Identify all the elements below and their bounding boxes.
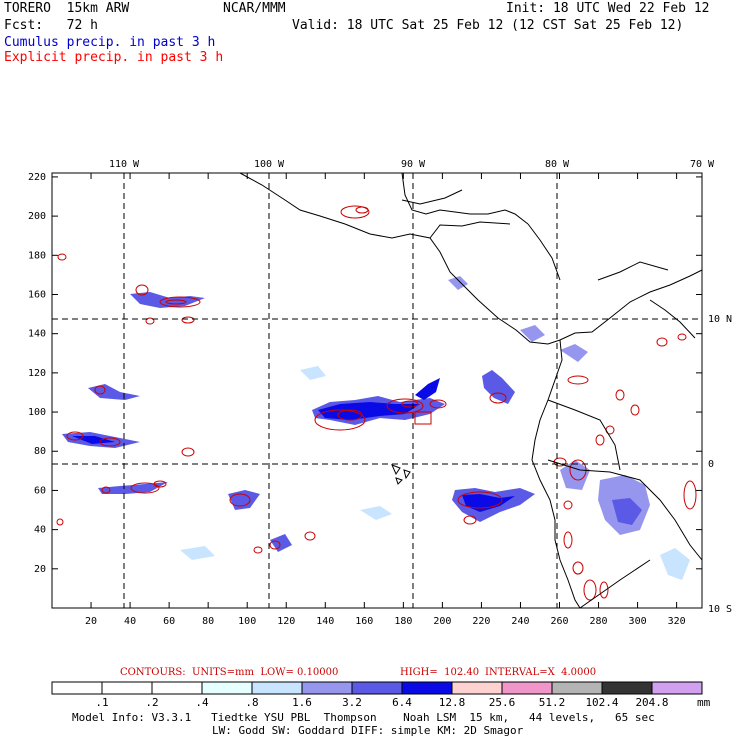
field-cumulus: Cumulus precip. in past 3 h	[4, 35, 216, 50]
colorbar-swatch	[501, 681, 553, 695]
map-frame	[51, 172, 703, 609]
longitude-label: 100 W	[254, 159, 285, 170]
contour-units: CONTOURS: UNITS=mm LOW= 0.10000	[120, 667, 339, 678]
init-time: Init: 18 UTC Wed 22 Feb 12	[506, 1, 710, 16]
latitude-label: 10 S	[708, 604, 732, 615]
colorbar-swatch	[351, 681, 403, 695]
forecast-hour: Fcst: 72 h	[4, 18, 98, 33]
contour-interval: INTERVAL=X 4.0000	[485, 667, 597, 678]
colorbar-swatch	[301, 681, 353, 695]
colorbar-swatch	[401, 681, 453, 695]
colorbar-swatch	[451, 681, 503, 695]
x-tick-label: 280	[590, 616, 608, 627]
y-tick-label: 160	[28, 289, 46, 300]
x-tick-label: 140	[316, 616, 334, 627]
model-title: TORERO 15km ARW	[4, 1, 130, 16]
colorbar-label: 1.6	[292, 696, 312, 709]
y-tick-label: 40	[34, 525, 46, 536]
colorbar-unit: mm	[697, 696, 711, 709]
colorbar-swatch	[251, 681, 303, 695]
colorbar-swatch	[101, 681, 153, 695]
x-tick-label: 300	[629, 616, 647, 627]
y-tick-label: 200	[28, 211, 46, 222]
contour-high: HIGH= 102.40	[400, 667, 480, 678]
x-tick-label: 20	[85, 616, 97, 627]
colorbar-label: 3.2	[342, 696, 362, 709]
colorbar-swatch	[151, 681, 203, 695]
colorbar-label: 12.8	[438, 696, 466, 709]
valid-time: Valid: 18 UTC Sat 25 Feb 12 (12 CST Sat …	[292, 18, 684, 33]
colorbar-swatch	[551, 681, 603, 695]
colorbar-swatch	[201, 681, 253, 695]
colorbar-label: .8	[245, 696, 259, 709]
lat-lon-grid	[52, 173, 702, 608]
colorbar-label: 204.8	[635, 696, 669, 709]
y-tick-label: 220	[28, 172, 46, 183]
longitude-label: 80 W	[545, 159, 570, 170]
colorbar-label: .1	[95, 696, 109, 709]
coastlines	[239, 172, 703, 609]
colorbar-label: 6.4	[392, 696, 412, 709]
x-tick-label: 180	[394, 616, 412, 627]
y-tick-label: 120	[28, 368, 46, 379]
y-tick-label: 60	[34, 485, 46, 496]
y-tick-label: 100	[28, 407, 46, 418]
x-tick-label: 60	[163, 616, 175, 627]
latitude-label: 10 N	[708, 314, 732, 325]
longitude-label: 110 W	[109, 159, 140, 170]
x-tick-label: 240	[511, 616, 529, 627]
field-explicit: Explicit precip. in past 3 h	[4, 50, 224, 65]
colorbar-swatch	[601, 681, 653, 695]
x-axis-ticks: 20 40 60 80 100 120 140 160 180 200 220 240 260 280 30…	[85, 173, 686, 627]
colorbar-label: .4	[195, 696, 209, 709]
cumulus-precip-areas	[62, 276, 690, 580]
x-tick-label: 40	[124, 616, 136, 627]
y-tick-label: 140	[28, 329, 46, 340]
colorbar-swatch	[651, 681, 703, 695]
x-tick-label: 320	[668, 616, 686, 627]
y-axis-ticks: 20 40 60 80 100 120 140 160 180 200 220	[28, 172, 702, 575]
y-tick-label: 180	[28, 250, 46, 261]
latitude-label: 0	[708, 459, 714, 470]
colorbar-label: 51.2	[538, 696, 566, 709]
x-tick-label: 260	[550, 616, 568, 627]
colorbar-label: 102.4	[585, 696, 619, 709]
x-tick-label: 220	[472, 616, 490, 627]
organization: NCAR/MMM	[223, 1, 286, 16]
longitude-labels: 110 W 100 W 90 W 80 W 70 W	[109, 159, 715, 170]
longitude-label: 90 W	[401, 159, 426, 170]
latitude-labels: 10 N 0 10 S	[708, 314, 732, 615]
x-tick-label: 160	[355, 616, 373, 627]
x-tick-label: 200	[433, 616, 451, 627]
colorbar-label: .2	[145, 696, 159, 709]
y-tick-label: 20	[34, 564, 46, 575]
model-info: Model Info: V3.3.1 Tiedtke YSU PBL Thomp…	[72, 711, 655, 724]
colorbar	[51, 681, 703, 695]
x-tick-label: 120	[277, 616, 295, 627]
x-tick-label: 80	[202, 616, 214, 627]
x-tick-label: 100	[238, 616, 256, 627]
colorbar-label: 25.6	[488, 696, 516, 709]
physics-info: LW: Godd SW: Goddard DIFF: simple KM: 2D…	[212, 724, 524, 737]
longitude-label: 70 W	[690, 159, 715, 170]
colorbar-swatch	[51, 681, 103, 695]
y-tick-label: 80	[34, 446, 46, 457]
